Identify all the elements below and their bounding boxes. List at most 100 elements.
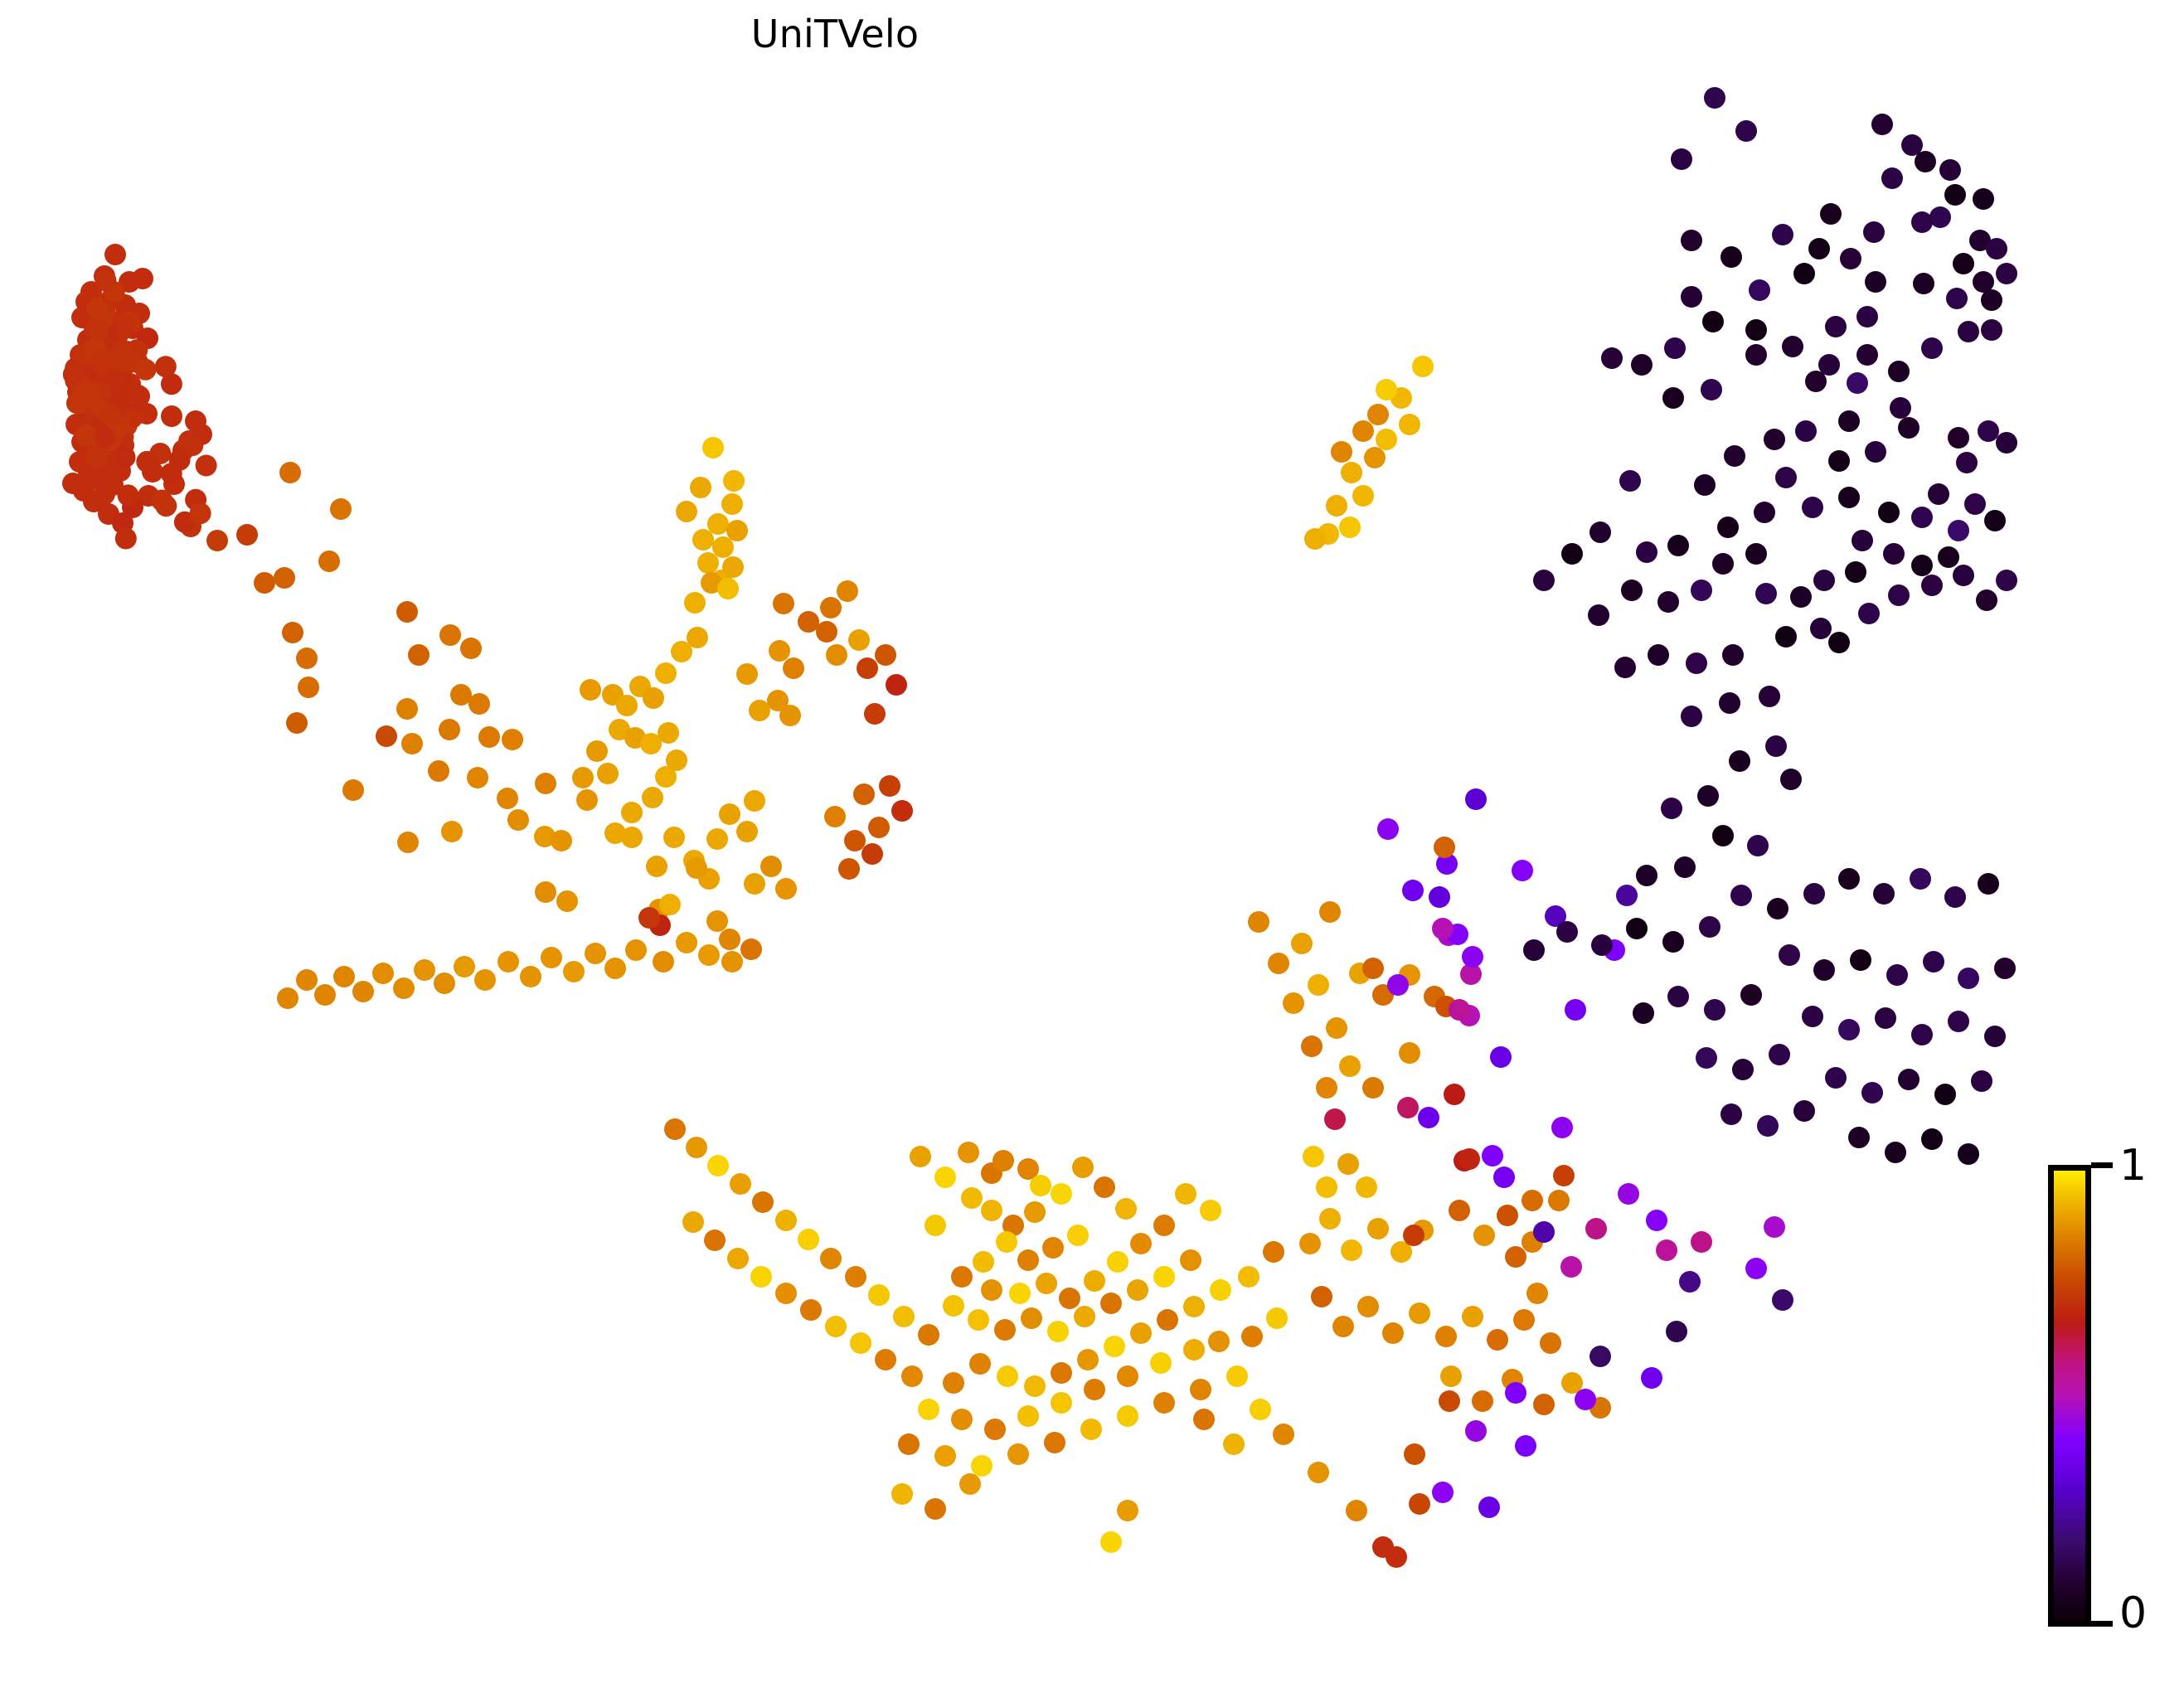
scatter-point	[114, 527, 137, 550]
scatter-point	[1435, 1326, 1457, 1347]
scatter-point	[775, 878, 797, 900]
scatter-point	[707, 513, 729, 535]
scatter-point	[1745, 319, 1767, 341]
scatter-point	[1434, 837, 1455, 858]
scatter-point	[1024, 1375, 1046, 1397]
scatter-point	[160, 373, 182, 395]
scatter-point	[1376, 429, 1397, 450]
scatter-point	[1780, 769, 1802, 790]
scatter-point	[868, 1284, 890, 1306]
scatter-point	[450, 684, 472, 706]
scatter-point	[1911, 555, 1933, 576]
scatter-point	[585, 943, 606, 964]
scatter-point	[1765, 735, 1787, 757]
scatter-point	[1838, 410, 1860, 432]
scatter-point	[721, 951, 743, 973]
scatter-point	[1412, 356, 1434, 377]
scatter-point	[1948, 1011, 1969, 1032]
scatter-point	[1331, 441, 1352, 463]
scatter-point	[1248, 911, 1269, 933]
scatter-point	[1200, 1200, 1221, 1221]
scatter-point	[1021, 1307, 1042, 1329]
scatter-point	[1712, 825, 1734, 846]
scatter-point	[816, 621, 837, 643]
scatter-point	[1691, 1231, 1712, 1253]
scatter-point	[1402, 880, 1424, 901]
scatter-point	[414, 959, 435, 981]
scatter-point	[393, 977, 415, 999]
scatter-point	[767, 690, 789, 711]
scatter-point	[1838, 487, 1860, 508]
scatter-point	[961, 1187, 983, 1209]
scatter-point	[1772, 224, 1793, 245]
scatter-point	[959, 1473, 981, 1495]
scatter-point	[643, 687, 664, 709]
scatter-point	[1994, 958, 2016, 979]
scatter-point	[1953, 253, 1974, 274]
scatter-point	[1898, 417, 1919, 439]
scatter-point	[891, 1483, 913, 1505]
scatter-point	[973, 1251, 994, 1273]
scatter-point	[1556, 921, 1578, 943]
scatter-point	[1339, 517, 1361, 538]
scatter-point	[1996, 263, 2017, 284]
scatter-point	[969, 1353, 991, 1375]
scatter-point	[1263, 1241, 1284, 1263]
scatter-point	[1944, 886, 1966, 908]
scatter-point	[1545, 905, 1566, 927]
scatter-point	[1180, 1249, 1201, 1271]
scatter-point	[1648, 644, 1669, 666]
scatter-point	[798, 611, 819, 633]
scatter-point	[1462, 1306, 1483, 1327]
scatter-point	[134, 358, 157, 381]
scatter-point	[1044, 1432, 1065, 1453]
scatter-point	[676, 932, 697, 953]
scatter-point	[1745, 1258, 1767, 1279]
scatter-point	[875, 1349, 896, 1370]
scatter-point	[1291, 933, 1313, 954]
latent-time-colorbar[interactable]	[2048, 1165, 2091, 1627]
scatter-point	[136, 450, 158, 473]
scatter-point	[1732, 1059, 1754, 1080]
scatter-point	[1208, 1331, 1230, 1352]
scatter-point	[1986, 238, 2007, 260]
scatter-point	[439, 719, 460, 740]
scatter-point	[993, 1150, 1014, 1171]
scatter-point	[1030, 1175, 1051, 1196]
colorbar-gradient	[2054, 1171, 2085, 1621]
scatter-point	[698, 944, 720, 966]
scatter-point	[127, 385, 149, 406]
scatter-point	[541, 947, 562, 968]
scatter-point	[701, 572, 722, 594]
scatter-point	[690, 477, 711, 498]
scatter-point	[616, 695, 638, 716]
scatter-point	[1958, 321, 1979, 342]
scatter-point	[1444, 1084, 1465, 1105]
scatter-point	[478, 726, 500, 748]
scatter-point	[1888, 584, 1910, 606]
scatter-point	[864, 703, 886, 725]
scatter-point	[1553, 1165, 1575, 1186]
scatter-point	[642, 787, 663, 808]
scatter-point	[556, 890, 578, 912]
scatter-point	[1362, 1077, 1384, 1099]
scatter-point	[893, 1306, 915, 1327]
scatter-point	[686, 1137, 707, 1158]
colorbar-label-min: 0	[2119, 1589, 2148, 1638]
scatter-point	[1341, 1239, 1362, 1261]
scatter-point	[1308, 974, 1329, 996]
scatter-point	[706, 910, 728, 932]
scatter-point	[535, 773, 556, 794]
scatter-point	[666, 749, 687, 771]
scatter-point	[1702, 311, 1724, 332]
scatter-point	[1024, 1201, 1046, 1223]
scatter-point	[282, 622, 303, 643]
scatter-point	[1856, 306, 1878, 327]
scatter-point	[971, 1455, 993, 1477]
scatter-point	[1493, 1167, 1515, 1188]
scatter-point	[1847, 372, 1868, 394]
colorbar-tick-min	[2091, 1621, 2113, 1627]
scatter-point	[844, 830, 866, 851]
scatter-point	[1193, 1409, 1215, 1430]
scatter-point	[1911, 211, 1933, 233]
